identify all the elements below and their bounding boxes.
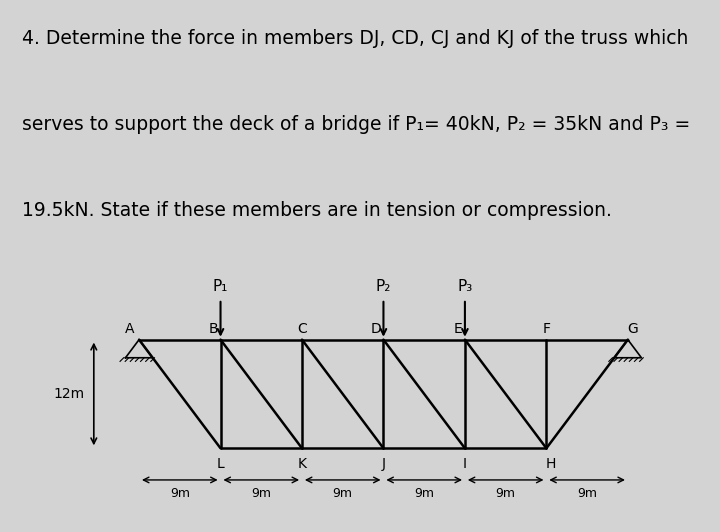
Text: 9m: 9m — [333, 487, 353, 500]
Text: A: A — [125, 322, 135, 336]
Text: H: H — [546, 458, 556, 471]
Text: 12m: 12m — [53, 387, 85, 401]
Text: 19.5kN. State if these members are in tension or compression.: 19.5kN. State if these members are in te… — [22, 201, 611, 220]
Text: L: L — [217, 458, 225, 471]
Text: I: I — [463, 458, 467, 471]
Text: 9m: 9m — [495, 487, 516, 500]
Text: D: D — [371, 322, 382, 336]
Text: E: E — [454, 322, 462, 336]
Text: K: K — [297, 458, 307, 471]
Text: G: G — [627, 322, 638, 336]
Text: 4. Determine the force in members DJ, CD, CJ and KJ of the truss which: 4. Determine the force in members DJ, CD… — [22, 29, 688, 48]
Text: 9m: 9m — [251, 487, 271, 500]
Text: 9m: 9m — [577, 487, 597, 500]
Text: P₃: P₃ — [457, 279, 472, 294]
Text: B: B — [209, 322, 218, 336]
Text: P₂: P₂ — [376, 279, 391, 294]
Text: J: J — [382, 458, 385, 471]
Text: F: F — [542, 322, 550, 336]
Text: C: C — [297, 322, 307, 336]
Text: serves to support the deck of a bridge if P₁= 40kN, P₂ = 35kN and P₃ =: serves to support the deck of a bridge i… — [22, 115, 690, 134]
Text: P₁: P₁ — [213, 279, 228, 294]
Text: 9m: 9m — [170, 487, 190, 500]
Text: 9m: 9m — [414, 487, 434, 500]
